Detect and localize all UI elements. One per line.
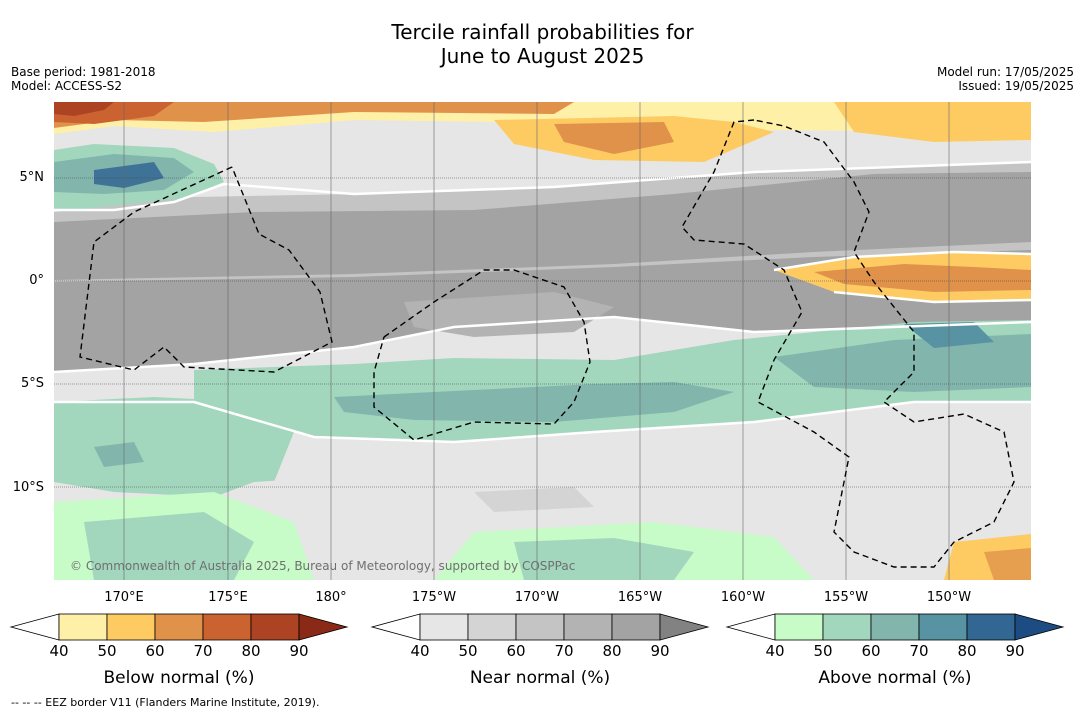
near-band-80 bbox=[54, 172, 1031, 280]
lat-label-5n: 5°N bbox=[19, 170, 45, 185]
above-band-se-70 bbox=[774, 334, 1031, 392]
colorbar-segment bbox=[106, 613, 156, 641]
colorbar-tick-label: 90 bbox=[289, 642, 309, 660]
colorbar-title-near: Near normal (%) bbox=[469, 668, 611, 688]
colorbar-segment bbox=[870, 613, 920, 641]
colorbar-segment bbox=[611, 613, 661, 641]
below-extreme-nw bbox=[54, 102, 114, 116]
meta-right: Model run: 17/05/2025 Issued: 19/05/2025 bbox=[937, 65, 1074, 93]
above-patch-sw bbox=[54, 397, 294, 497]
lon-label-155w: 155°W bbox=[823, 590, 869, 605]
eez-borders bbox=[79, 119, 1015, 568]
lat-label-10s: 10°S bbox=[12, 480, 44, 495]
colorbar-segment bbox=[563, 613, 613, 641]
colorbar-tick-label: 90 bbox=[1005, 642, 1025, 660]
colorbar-tick-label: 40 bbox=[49, 642, 69, 660]
lon-label-170e: 170°E bbox=[104, 590, 144, 605]
colorbar-tick-label: 70 bbox=[909, 642, 929, 660]
colorbar-segment bbox=[250, 613, 300, 641]
colorbar-over-arrow bbox=[298, 613, 349, 641]
colorbar-below-normal bbox=[9, 613, 349, 641]
colorbar-tick-label: 80 bbox=[241, 642, 261, 660]
colorbar-tick-label: 50 bbox=[97, 642, 117, 660]
footer-legend: -- -- -- EEZ border V11 (Flanders Marine… bbox=[11, 696, 320, 709]
colorbar-segment bbox=[154, 613, 204, 641]
rainfall-map bbox=[54, 102, 1031, 580]
lat-label-5s: 5°S bbox=[20, 376, 44, 391]
lon-label-150w: 150°W bbox=[926, 590, 972, 605]
model-name: Model: ACCESS-S2 bbox=[11, 79, 123, 93]
colorbar-tick-label: 50 bbox=[458, 642, 478, 660]
colorbar-over-arrow bbox=[1014, 613, 1065, 641]
colorbar-near-normal bbox=[370, 613, 710, 641]
issued-date: Issued: 19/05/2025 bbox=[958, 79, 1074, 93]
colorbar-tick-label: 40 bbox=[765, 642, 785, 660]
meridians bbox=[123, 102, 950, 580]
colorbar-under-arrow bbox=[725, 613, 776, 641]
colorbar-segment bbox=[202, 613, 252, 641]
colorbar-tick-label: 80 bbox=[957, 642, 977, 660]
meta-left: Base period: 1981-2018 Model: ACCESS-S2 bbox=[11, 65, 156, 93]
copyright-notice: © Commonwealth of Australia 2025, Bureau… bbox=[70, 559, 576, 573]
colorbar-title-above: Above normal (%) bbox=[818, 668, 972, 688]
below-patch-se-60 bbox=[984, 548, 1031, 580]
below-strong-nw bbox=[54, 102, 574, 128]
colorbar-segment bbox=[467, 613, 517, 641]
title-line-1: Tercile rainfall probabilities for bbox=[391, 20, 694, 44]
colorbar-segment bbox=[419, 613, 469, 641]
base-period: Base period: 1981-2018 bbox=[11, 65, 156, 79]
colorbar-segment bbox=[515, 613, 565, 641]
colorbar-above-normal bbox=[725, 613, 1065, 641]
below-core-east bbox=[814, 264, 1031, 292]
colorbar-tick-label: 80 bbox=[602, 642, 622, 660]
colorbar-segment bbox=[966, 613, 1016, 641]
colorbar-tick-label: 70 bbox=[554, 642, 574, 660]
near-patch-south-50 bbox=[474, 487, 594, 512]
map-title: Tercile rainfall probabilities for June … bbox=[0, 20, 1085, 68]
colorbars bbox=[9, 613, 1065, 641]
lon-label-170w: 170°W bbox=[514, 590, 560, 605]
above-patch-sw-70 bbox=[94, 442, 144, 467]
model-run: Model run: 17/05/2025 bbox=[936, 65, 1074, 79]
colorbar-tick-label: 60 bbox=[861, 642, 881, 660]
title-line-2: June to August 2025 bbox=[440, 44, 645, 68]
below-core-north-centre bbox=[554, 122, 674, 154]
lon-label-175w: 175°W bbox=[411, 590, 457, 605]
colorbar-under-arrow bbox=[9, 613, 60, 641]
colorbar-segment bbox=[58, 613, 108, 641]
above-patch-nw-80 bbox=[94, 162, 164, 188]
lon-label-165w: 165°W bbox=[617, 590, 663, 605]
lon-label-160w: 160°W bbox=[720, 590, 766, 605]
lon-label-180: 180° bbox=[315, 590, 347, 605]
colorbar-tick-label: 70 bbox=[193, 642, 213, 660]
colorbar-segment bbox=[822, 613, 872, 641]
lon-label-175e: 175°E bbox=[208, 590, 248, 605]
graticule bbox=[54, 177, 1031, 488]
colorbar-tick-label: 90 bbox=[650, 642, 670, 660]
colorbar-tick-label: 60 bbox=[145, 642, 165, 660]
colorbar-under-arrow bbox=[370, 613, 421, 641]
colorbar-tick-label: 50 bbox=[813, 642, 833, 660]
above-patch-south-centre-60 bbox=[514, 538, 694, 580]
colorbar-segment bbox=[918, 613, 968, 641]
lat-label-0: 0° bbox=[29, 273, 44, 288]
above-patch-far-sw-60 bbox=[84, 512, 254, 580]
colorbar-title-below: Below normal (%) bbox=[103, 668, 255, 688]
colorbar-segment bbox=[774, 613, 824, 641]
colorbar-tick-label: 60 bbox=[506, 642, 526, 660]
below-patch-ne bbox=[834, 102, 1031, 142]
colorbar-over-arrow bbox=[659, 613, 710, 641]
colorbar-tick-label: 40 bbox=[410, 642, 430, 660]
